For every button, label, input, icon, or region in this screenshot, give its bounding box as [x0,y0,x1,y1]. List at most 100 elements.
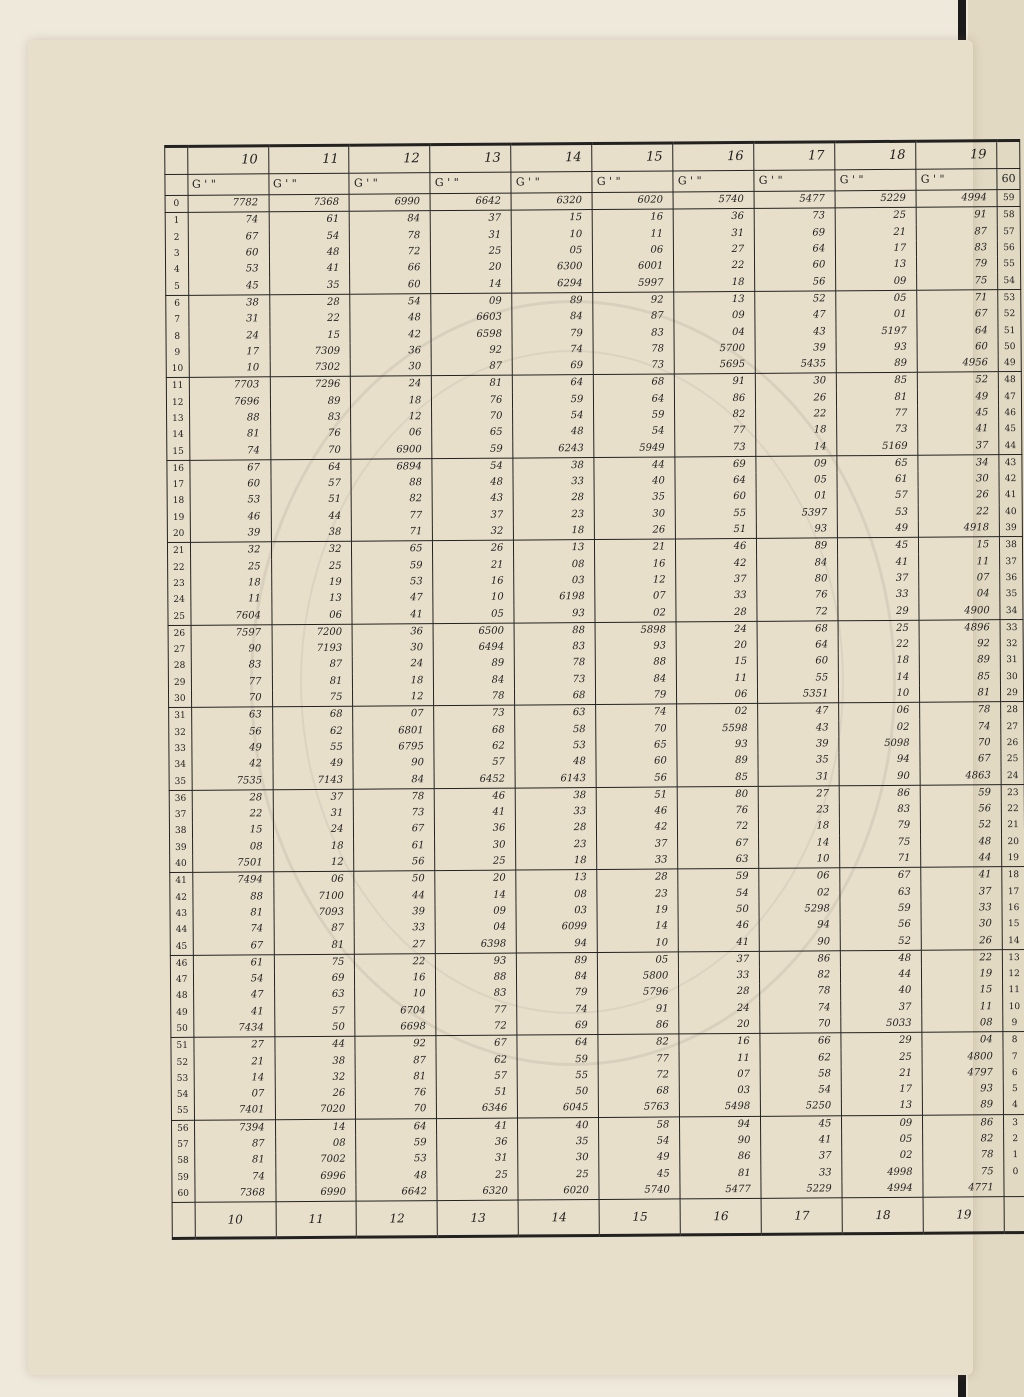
table-cell: 74 [194,1168,276,1186]
table-cell: 86 [922,1114,1004,1132]
table-cell: 06 [592,242,674,260]
table-cell: 67 [677,835,759,853]
table-cell: 25 [271,558,353,576]
table-cell: 16 [433,573,515,591]
right-index: 13 [1002,949,1024,967]
table-cell: 76 [677,802,759,820]
table-cell: 18 [273,838,355,856]
table-cell: 26 [921,932,1003,950]
left-index: 42 [169,889,193,906]
right-index: 9 [1003,1014,1024,1032]
table-cell: 36 [352,623,434,641]
table-cell: 93 [595,638,677,656]
table-cell: 61 [837,471,919,489]
right-index: 53 [997,289,1021,307]
table-cell: 55 [517,1067,599,1085]
table-cell: 38 [515,787,597,805]
degree-footer: 16 [680,1198,762,1236]
left-index: 26 [168,625,191,643]
table-cell: 86 [598,1017,680,1035]
table-cell: 92 [593,291,675,310]
table-cell: 47 [757,703,839,721]
table-cell: 44 [594,456,676,475]
table-cell: 04 [919,586,1001,604]
numeric-table: 10 11 12 13 14 15 16 17 18 19 G ' " G ' " G ' " G ' "… [164,139,1024,1240]
table-cell: 60 [350,276,432,294]
table-cell: 69 [512,357,594,376]
left-index: 21 [167,542,191,560]
table-cell: 31 [430,227,512,245]
table-cell: 41 [678,934,760,952]
table-cell: 93 [756,521,838,539]
right-index: 58 [997,206,1021,224]
table-cell: 82 [598,1034,680,1052]
table-cell: 36 [437,1134,519,1152]
table-cell: 64 [754,241,836,259]
table-cell: 4918 [918,520,1000,538]
table-cell: 59 [593,407,675,425]
table-cell: 5598 [677,720,759,738]
table-cell: 5477 [754,190,836,209]
unit-header: G ' " [430,172,512,194]
table-cell: 5435 [755,356,837,374]
table-cell: 4994 [916,189,998,208]
table-cell: 35 [518,1133,600,1151]
table-cell: 33 [921,899,1003,917]
table-cell: 92 [919,636,1001,654]
table-cell: 35 [758,752,840,770]
right-index [1004,1179,1024,1197]
table-cell: 10 [355,986,437,1004]
table-cell: 72 [436,1018,518,1036]
left-index: 4 [165,262,189,279]
table-cell: 7696 [188,393,271,411]
table-cell: 79 [916,256,998,274]
table-cell: 14 [756,438,838,457]
table-cell: 82 [759,967,841,985]
table-cell: 83 [514,639,596,656]
degree-header: 17 [753,141,836,171]
table-cell: 22 [269,310,351,328]
table-cell: 27 [193,1036,275,1055]
table-cell: 10 [433,589,515,607]
table-cell: 28 [269,293,351,312]
left-index: 23 [167,575,191,593]
table-cell: 7193 [271,640,353,658]
table-cell: 54 [350,293,432,311]
table-cell: 54 [192,971,275,989]
table-cell: 81 [431,375,513,393]
table-cell: 56 [596,769,678,788]
table-cell: 5098 [839,735,921,753]
table-cell: 89 [919,652,1001,670]
table-cell: 71 [839,850,921,868]
table-cell: 90 [353,755,435,773]
table-cell: 18 [758,818,840,836]
table-cell: 64 [675,472,757,490]
table-cell: 41 [917,421,999,439]
table-cell: 64 [270,458,352,477]
table-cell: 59 [678,868,760,886]
table-cell: 7703 [188,377,270,395]
table-cell: 63 [515,704,597,723]
table-cell: 87 [355,1052,437,1070]
table-cell: 37 [272,788,354,807]
table-cell: 77 [674,423,757,440]
table-cell: 31 [673,225,755,243]
right-index: 29 [1000,684,1024,702]
table-cell: 78 [349,227,431,245]
right-index: 11 [1002,982,1024,999]
table-cell: 4994 [842,1180,924,1198]
degree-footer: 17 [761,1197,843,1235]
table-cell: 39 [755,339,837,357]
table-cell: 64 [593,391,675,408]
table-cell: 30 [594,506,676,523]
table-cell: 62 [434,738,516,756]
table-cell: 92 [355,1035,437,1054]
right-index: 54 [997,272,1021,290]
table-cell: 6698 [355,1018,437,1037]
table-cell: 12 [273,854,355,872]
right-index: 24 [1001,767,1024,785]
corner-cell [164,174,188,196]
table-cell: 69 [675,456,757,474]
table-cell: 06 [351,425,433,443]
table-cell: 10 [188,360,270,378]
